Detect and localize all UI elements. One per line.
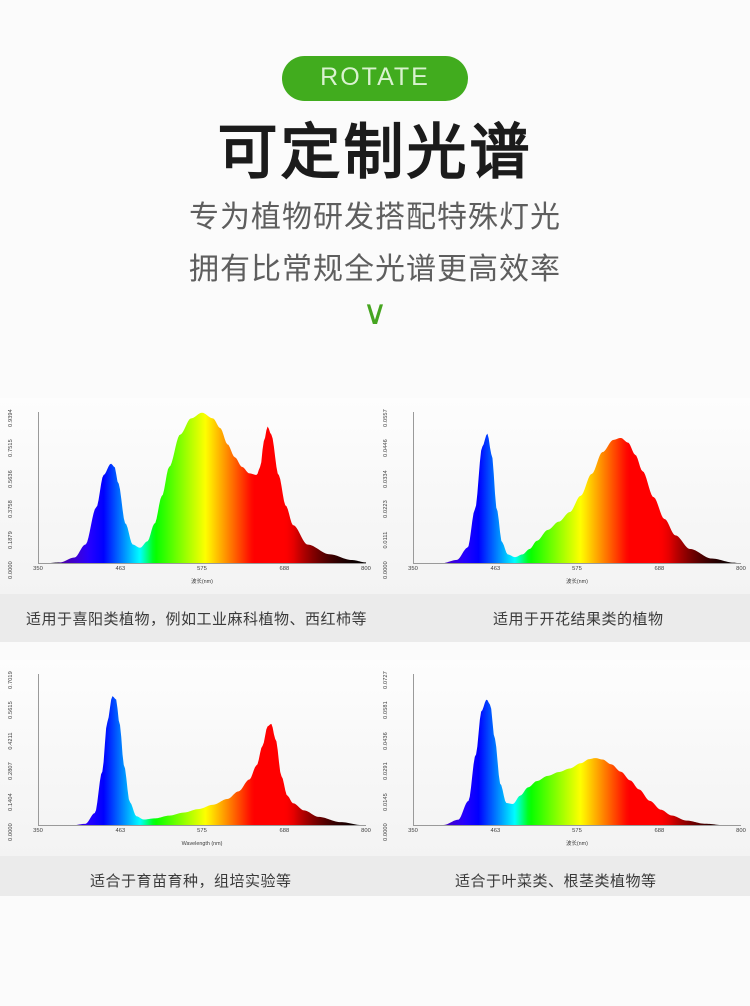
x-axis-tick-label: 575 — [197, 828, 207, 834]
x-axis-tick-label: 463 — [115, 828, 126, 834]
rotate-badge[interactable]: ROTATE — [282, 56, 468, 101]
y-axis-tick-label: 0.0334 — [383, 469, 389, 488]
x-axis-tick-label: 688 — [279, 828, 290, 834]
y-axis-tick-label: 0.0223 — [383, 500, 389, 519]
y-axis-ticks: 0.0000 0.0145 0.0291 0.0436 0.0581 0.0727 — [383, 671, 413, 841]
footer-area — [0, 896, 750, 1006]
x-axis-tick-label: 350 — [408, 566, 418, 572]
y-axis-tick-label: 0.5636 — [8, 469, 14, 488]
y-axis-ticks: 0.0000 0.1404 0.2807 0.4211 0.5615 0.7019 — [8, 671, 38, 841]
chart-card-seedling-tissue-culture: 0.0000 0.1404 0.2807 0.4211 0.5615 0.7019 350… — [0, 642, 375, 904]
chart-card-leafy-root-vegetables: 0.0000 0.0145 0.0291 0.0436 0.0581 0.0727 350… — [375, 642, 750, 904]
y-axis-tick-label: 0.0000 — [383, 561, 389, 579]
chart-card-sun-loving: 0.0000 0.1879 0.3758 0.5636 0.7515 0.9394 350… — [0, 398, 375, 642]
chevron-down-icon: ∨ — [362, 293, 388, 332]
y-axis-tick-label: 0.5615 — [8, 701, 14, 720]
grid-row-spacer — [0, 642, 375, 660]
spectrum-plot-area — [38, 412, 366, 564]
y-axis-line — [38, 412, 39, 564]
y-axis-tick-label: 0.0581 — [383, 701, 389, 720]
y-axis-line — [413, 412, 414, 564]
x-axis-title: 波长(nm) — [191, 579, 213, 585]
chart-caption: 适合于叶菜类、根茎类植物等 — [455, 872, 657, 890]
y-axis-tick-label: 0.0000 — [383, 823, 389, 841]
x-axis-tick-label: 800 — [736, 566, 746, 572]
y-axis-tick-label: 0.0000 — [8, 823, 14, 841]
chart-card-flowering-fruiting: 0.0000 0.0111 0.0223 0.0334 0.0446 0.0557 350… — [375, 398, 750, 642]
y-axis-tick-label: 0.1404 — [8, 792, 14, 811]
y-axis-tick-label: 0.0145 — [383, 792, 389, 811]
y-axis-tick-label: 0.0291 — [383, 762, 389, 781]
x-axis-ticks: 350 463 575 688 800 — [33, 566, 371, 576]
y-axis-line — [38, 674, 39, 826]
subtitle-line-2: 拥有比常规全光谱更高效率 — [189, 253, 561, 287]
y-axis-tick-label: 0.0000 — [8, 561, 14, 579]
y-axis-tick-label: 0.0557 — [383, 409, 389, 427]
x-axis-tick-label: 575 — [572, 566, 582, 572]
spectrum-chart-grid: 0.0000 0.1879 0.3758 0.5636 0.7515 0.9394 350… — [0, 398, 750, 904]
y-axis-line — [413, 674, 414, 826]
x-axis-line — [413, 563, 741, 564]
y-axis-tick-label: 0.0446 — [383, 439, 389, 458]
x-axis-title: 波长(nm) — [566, 841, 588, 847]
x-axis-tick-label: 350 — [33, 828, 43, 834]
y-axis-tick-label: 0.0436 — [383, 731, 389, 750]
spectrum-plot-area — [38, 674, 366, 826]
spectrum-plot-area — [413, 412, 741, 564]
x-axis-ticks: 350 463 575 688 800 — [408, 828, 746, 838]
x-axis-tick-label: 463 — [490, 566, 501, 572]
x-axis-title: 波长(nm) — [566, 579, 588, 585]
chart-panel: 0.0000 0.1404 0.2807 0.4211 0.5615 0.7019 350… — [0, 660, 375, 856]
chart-caption: 适用于开花结果类的植物 — [493, 610, 664, 628]
y-axis-tick-label: 0.7019 — [8, 671, 14, 689]
x-axis-tick-label: 688 — [654, 566, 665, 572]
hero-section: ROTATE 可定制光谱 专为植物研发搭配特殊灯光 拥有比常规全光谱更高效率 ∨ — [0, 0, 750, 330]
x-axis-tick-label: 575 — [197, 566, 207, 572]
x-axis-tick-label: 575 — [572, 828, 582, 834]
y-axis-tick-label: 0.9394 — [8, 409, 14, 427]
y-axis-tick-label: 0.2807 — [8, 762, 14, 781]
x-axis-line — [38, 825, 366, 826]
y-axis-tick-label: 0.3758 — [8, 500, 14, 519]
x-axis-tick-label: 800 — [361, 566, 371, 572]
chart-panel: 0.0000 0.0111 0.0223 0.0334 0.0446 0.0557 350… — [375, 398, 750, 594]
x-axis-tick-label: 350 — [408, 828, 418, 834]
grid-row-spacer — [375, 642, 750, 660]
y-axis-tick-label: 0.4211 — [8, 732, 14, 750]
x-axis-tick-label: 800 — [736, 828, 746, 834]
x-axis-line — [38, 563, 366, 564]
spectrum-plot-area — [413, 674, 741, 826]
chart-panel: 0.0000 0.0145 0.0291 0.0436 0.0581 0.0727 350… — [375, 660, 750, 856]
y-axis-ticks: 0.0000 0.0111 0.0223 0.0334 0.0446 0.0557 — [383, 409, 413, 579]
chart-caption: 适用于喜阳类植物，例如工业麻科植物、西红柿等 — [26, 610, 368, 628]
x-axis-tick-label: 800 — [361, 828, 371, 834]
x-axis-tick-label: 688 — [279, 566, 290, 572]
x-axis-tick-label: 688 — [654, 828, 665, 834]
x-axis-tick-label: 463 — [490, 828, 501, 834]
subtitle-line-1: 专为植物研发搭配特殊灯光 — [189, 201, 561, 235]
y-axis-tick-label: 0.0111 — [383, 531, 389, 549]
chart-caption-band: 适用于开花结果类的植物 — [375, 594, 750, 642]
y-axis-tick-label: 0.0727 — [383, 671, 389, 689]
chart-caption: 适合于育苗育种，组培实验等 — [90, 872, 292, 890]
chart-caption-band: 适用于喜阳类植物，例如工业麻科植物、西红柿等 — [0, 594, 375, 642]
y-axis-tick-label: 0.1879 — [8, 530, 14, 549]
x-axis-tick-label: 463 — [115, 566, 126, 572]
page-title: 可定制光谱 — [217, 119, 533, 186]
chart-panel: 0.0000 0.1879 0.3758 0.5636 0.7515 0.9394 350… — [0, 398, 375, 594]
y-axis-tick-label: 0.7515 — [8, 439, 14, 458]
y-axis-ticks: 0.0000 0.1879 0.3758 0.5636 0.7515 0.9394 — [8, 409, 38, 579]
x-axis-ticks: 350 463 575 688 800 — [408, 566, 746, 576]
x-axis-ticks: 350 463 575 688 800 — [33, 828, 371, 838]
x-axis-title: Wavelength (nm) — [181, 841, 223, 847]
x-axis-tick-label: 350 — [33, 566, 43, 572]
x-axis-line — [413, 825, 741, 826]
